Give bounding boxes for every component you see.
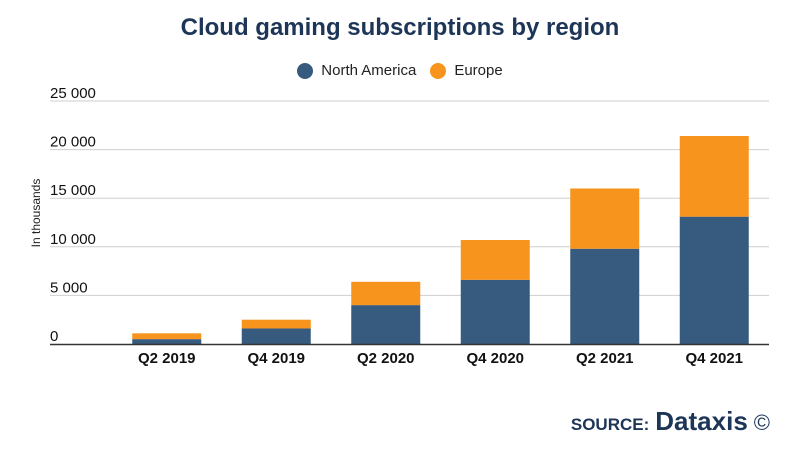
y-axis-label: In thousands — [29, 179, 43, 248]
legend-label-europe: Europe — [454, 62, 503, 79]
y-tick-label: 20 000 — [50, 134, 96, 151]
source-credit: SOURCE: Dataxis © — [571, 406, 770, 437]
bar-europe — [241, 319, 311, 329]
x-tick-label: Q4 2020 — [466, 350, 524, 367]
bar-north-america — [351, 305, 421, 344]
bar-europe — [351, 281, 421, 306]
copyright-icon: © — [753, 410, 770, 435]
chart-title: Cloud gaming subscriptions by region — [180, 14, 620, 41]
x-tick-label: Q4 2021 — [685, 350, 743, 367]
source-label: SOURCE: — [570, 415, 650, 434]
legend-label-north-america: North America — [321, 62, 417, 79]
y-tick-label: 5 000 — [50, 279, 88, 296]
y-tick-label: 25 000 — [50, 85, 96, 102]
x-tick-label: Q4 2019 — [247, 350, 305, 367]
bar-north-america — [132, 339, 202, 344]
legend-item-europe: Europe — [430, 62, 503, 79]
bar-north-america — [570, 248, 640, 344]
y-tick-label: 15 000 — [50, 182, 96, 199]
bar-north-america — [679, 216, 749, 344]
legend-swatch-north-america — [297, 62, 314, 79]
x-tick-label: Q2 2021 — [576, 350, 634, 367]
bar-europe — [570, 188, 640, 249]
legend-item-north-america: North America — [297, 62, 416, 79]
x-tick-label: Q2 2020 — [357, 350, 415, 367]
legend-swatch-europe — [430, 62, 447, 79]
bar-europe — [679, 135, 749, 217]
y-tick-label: 0 — [50, 328, 58, 345]
bar-europe — [132, 333, 202, 340]
bar-europe — [460, 239, 530, 280]
bar-north-america — [460, 279, 530, 344]
x-tick-label: Q2 2019 — [138, 350, 196, 367]
y-tick-label: 10 000 — [50, 231, 96, 248]
source-brand: Dataxis — [655, 406, 748, 436]
legend: North America Europe — [0, 62, 800, 79]
bar-north-america — [241, 328, 311, 344]
